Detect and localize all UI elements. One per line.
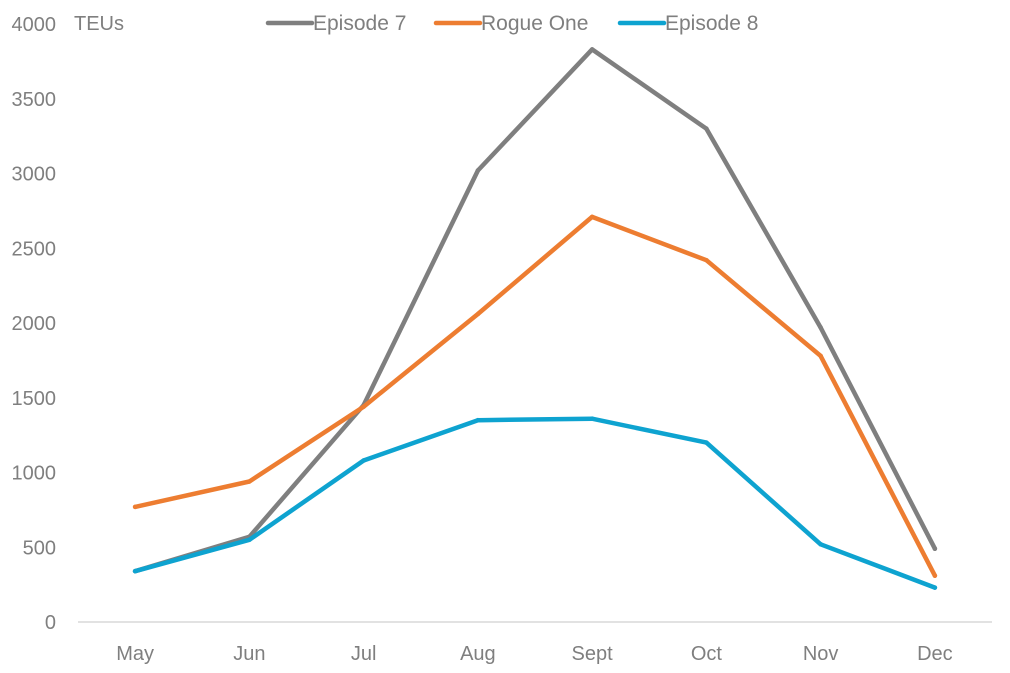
data-point (704, 440, 709, 445)
x-tick-label: Jul (351, 643, 377, 665)
data-point (589, 214, 595, 220)
data-point (704, 257, 709, 263)
data-point (818, 542, 823, 547)
y-axis-unit-label: TEUs (74, 13, 124, 35)
data-point (818, 353, 823, 359)
y-tick-label: 1000 (12, 463, 57, 485)
x-tick-label: Oct (691, 643, 723, 665)
data-point (589, 416, 595, 421)
data-point (361, 458, 366, 463)
y-tick-label: 2500 (12, 238, 57, 260)
y-tick-label: 1500 (12, 388, 57, 410)
y-tick-label: 2000 (12, 313, 57, 335)
data-point (818, 325, 823, 330)
y-axis-ticks: 0 500 1000 1500 2000 2500 3000 3500 4000 (12, 14, 57, 634)
series-lines (132, 47, 938, 590)
y-tick-label: 4000 (12, 14, 57, 36)
legend: Episode 7 Rogue One Episode 8 (265, 12, 758, 35)
series-group (132, 416, 938, 590)
y-tick-label: 500 (23, 537, 56, 559)
data-point (132, 568, 138, 574)
x-tick-label: Dec (917, 643, 953, 665)
data-point (475, 417, 481, 423)
data-point (475, 168, 481, 173)
y-tick-label: 3500 (12, 89, 57, 111)
x-tick-label: Aug (460, 643, 496, 665)
data-point (247, 537, 252, 543)
series-group (132, 47, 938, 574)
data-point (247, 479, 252, 484)
x-axis-ticks: May Jun Jul Aug Sept Oct Nov Dec (116, 643, 952, 665)
data-point (932, 573, 938, 578)
y-tick-label: 0 (45, 612, 56, 634)
x-tick-label: May (116, 643, 154, 665)
series-line (132, 47, 938, 574)
series-group (132, 214, 938, 578)
series-line (132, 416, 938, 590)
data-point (704, 126, 709, 131)
data-point (589, 47, 595, 52)
series-line (132, 214, 938, 578)
x-tick-label: Nov (803, 643, 839, 665)
data-point (132, 504, 138, 510)
data-point (932, 546, 938, 551)
x-tick-label: Jun (233, 643, 265, 665)
data-point (475, 311, 481, 317)
x-tick-label: Sept (572, 643, 614, 665)
data-point (361, 404, 366, 409)
legend-label: Episode 8 (665, 12, 758, 35)
legend-label: Rogue One (481, 12, 588, 35)
data-point (932, 585, 938, 590)
y-tick-label: 3000 (12, 164, 57, 186)
legend-label: Episode 7 (313, 12, 406, 35)
